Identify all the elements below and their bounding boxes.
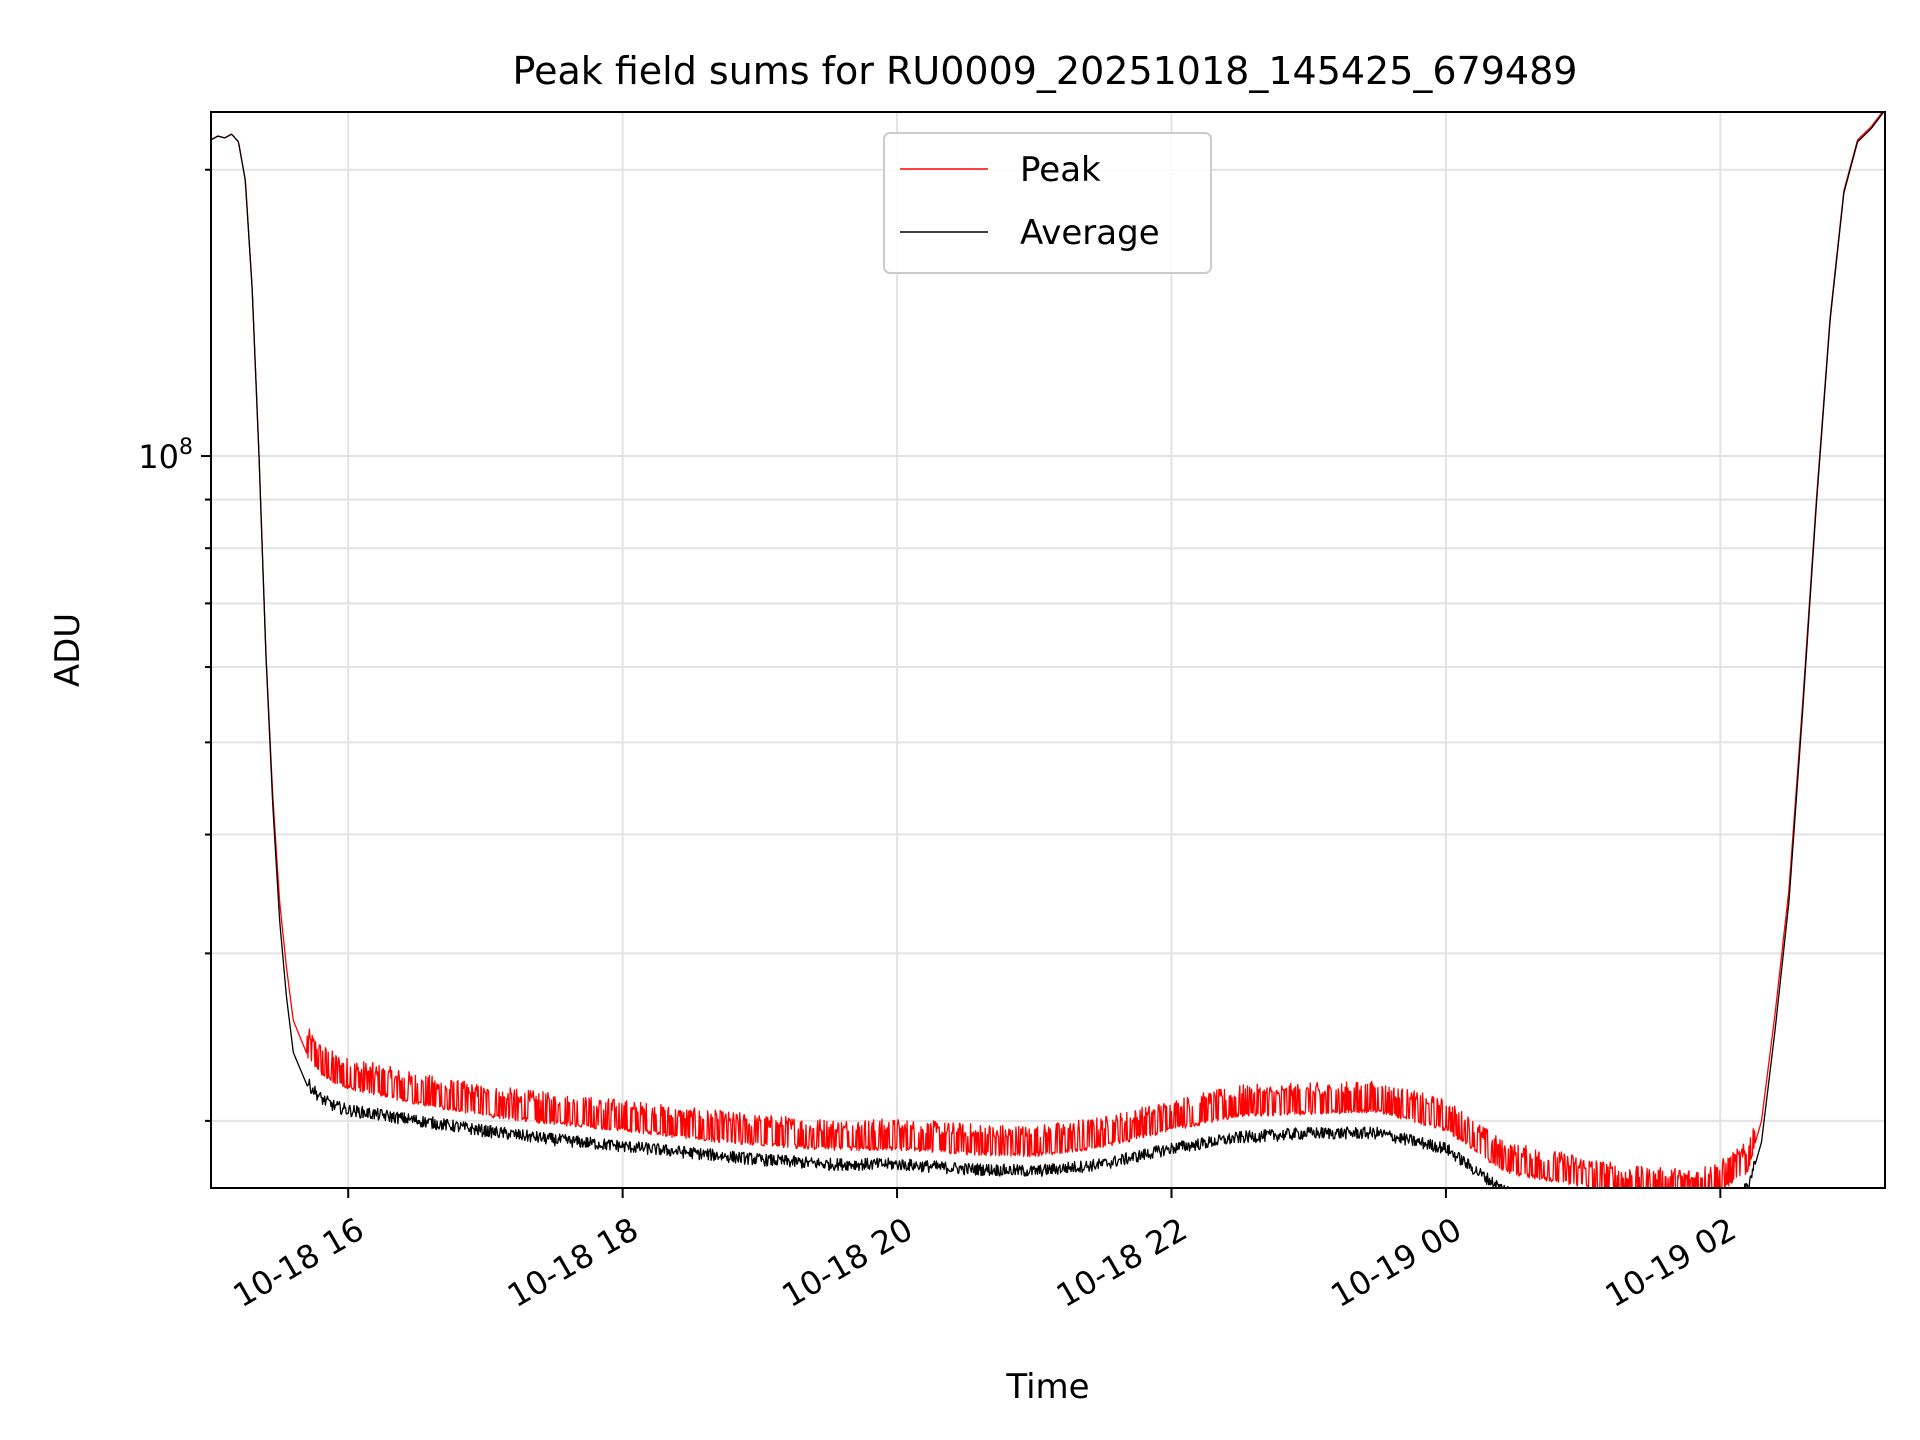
series-line-average [211,112,1885,1188]
x-axis-label: Time [1005,1367,1089,1407]
legend-label-average: Average [1020,213,1160,253]
legend-box [883,132,1212,274]
legend: Peak Average [883,132,1212,274]
chart-title: Peak field sums for RU0009_20251018_1454… [513,49,1578,93]
legend-label-peak: Peak [1020,150,1101,190]
y-tick-label: 108 [138,435,193,476]
series-layer [211,112,1885,1188]
y-axis-label: ADU [48,613,88,687]
plot-frame [210,111,1886,1189]
series-line-peak [211,112,1884,1188]
